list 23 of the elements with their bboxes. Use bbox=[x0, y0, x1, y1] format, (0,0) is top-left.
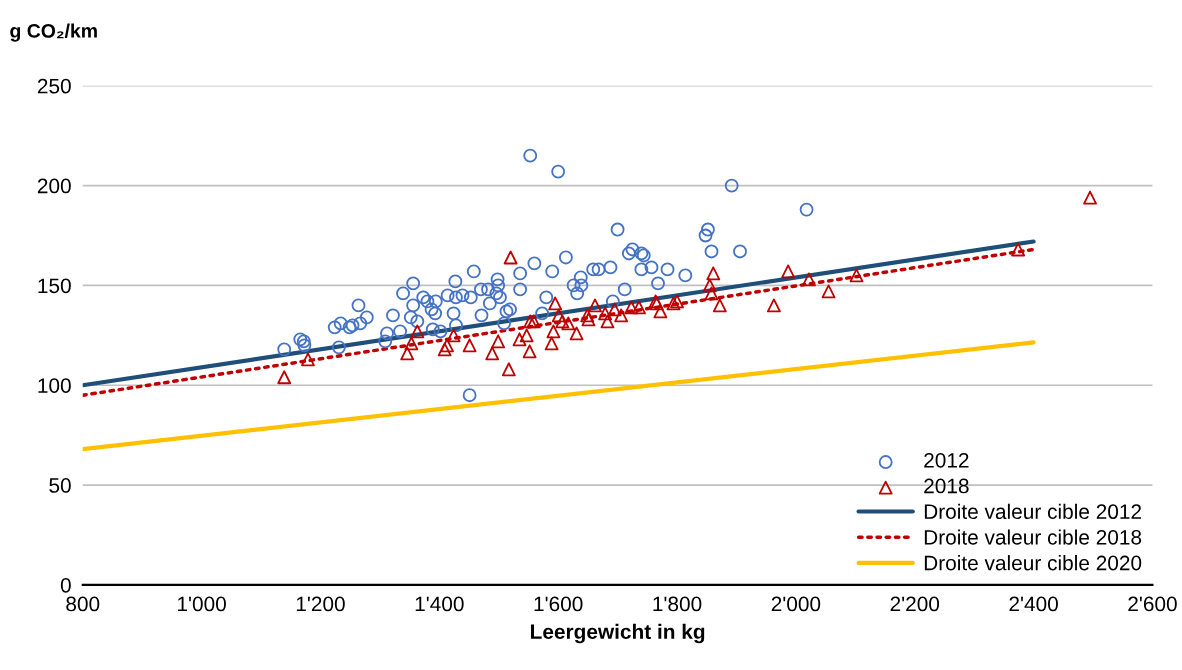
y-tick-label: 0 bbox=[60, 577, 71, 593]
y-tick-label: 50 bbox=[49, 478, 71, 493]
x-tick-label: 1'600 bbox=[534, 596, 583, 612]
x-axis-title: Leergewicht in kg bbox=[531, 623, 705, 644]
y-tick-label: 250 bbox=[37, 78, 71, 94]
x-tick-label: 1'000 bbox=[178, 596, 226, 612]
legend-label: 2012 bbox=[924, 452, 969, 468]
legend-label: Droite valeur cible 2012 bbox=[924, 503, 1141, 520]
legend-label: Droite valeur cible 2018 bbox=[924, 529, 1142, 545]
x-tick-label: 2'200 bbox=[890, 596, 940, 612]
x-tick-label: 2'600 bbox=[1128, 596, 1177, 612]
y-tick-label: 100 bbox=[38, 378, 71, 393]
y-tick-label: 200 bbox=[37, 178, 71, 194]
legend-label: 2018 bbox=[924, 478, 969, 494]
y-axis-title: g CO₂/km bbox=[10, 23, 97, 42]
x-tick-label: 800 bbox=[66, 596, 100, 612]
x-tick-label: 1'200 bbox=[296, 596, 345, 612]
x-tick-label: 2'400 bbox=[1009, 596, 1058, 612]
x-tick-label: 2'000 bbox=[771, 596, 821, 612]
x-tick-label: 1'400 bbox=[415, 596, 464, 612]
legend-label: Droite valeur cible 2020 bbox=[924, 555, 1142, 571]
y-tick-label: 150 bbox=[38, 278, 71, 294]
x-tick-label: 1'800 bbox=[653, 596, 702, 612]
